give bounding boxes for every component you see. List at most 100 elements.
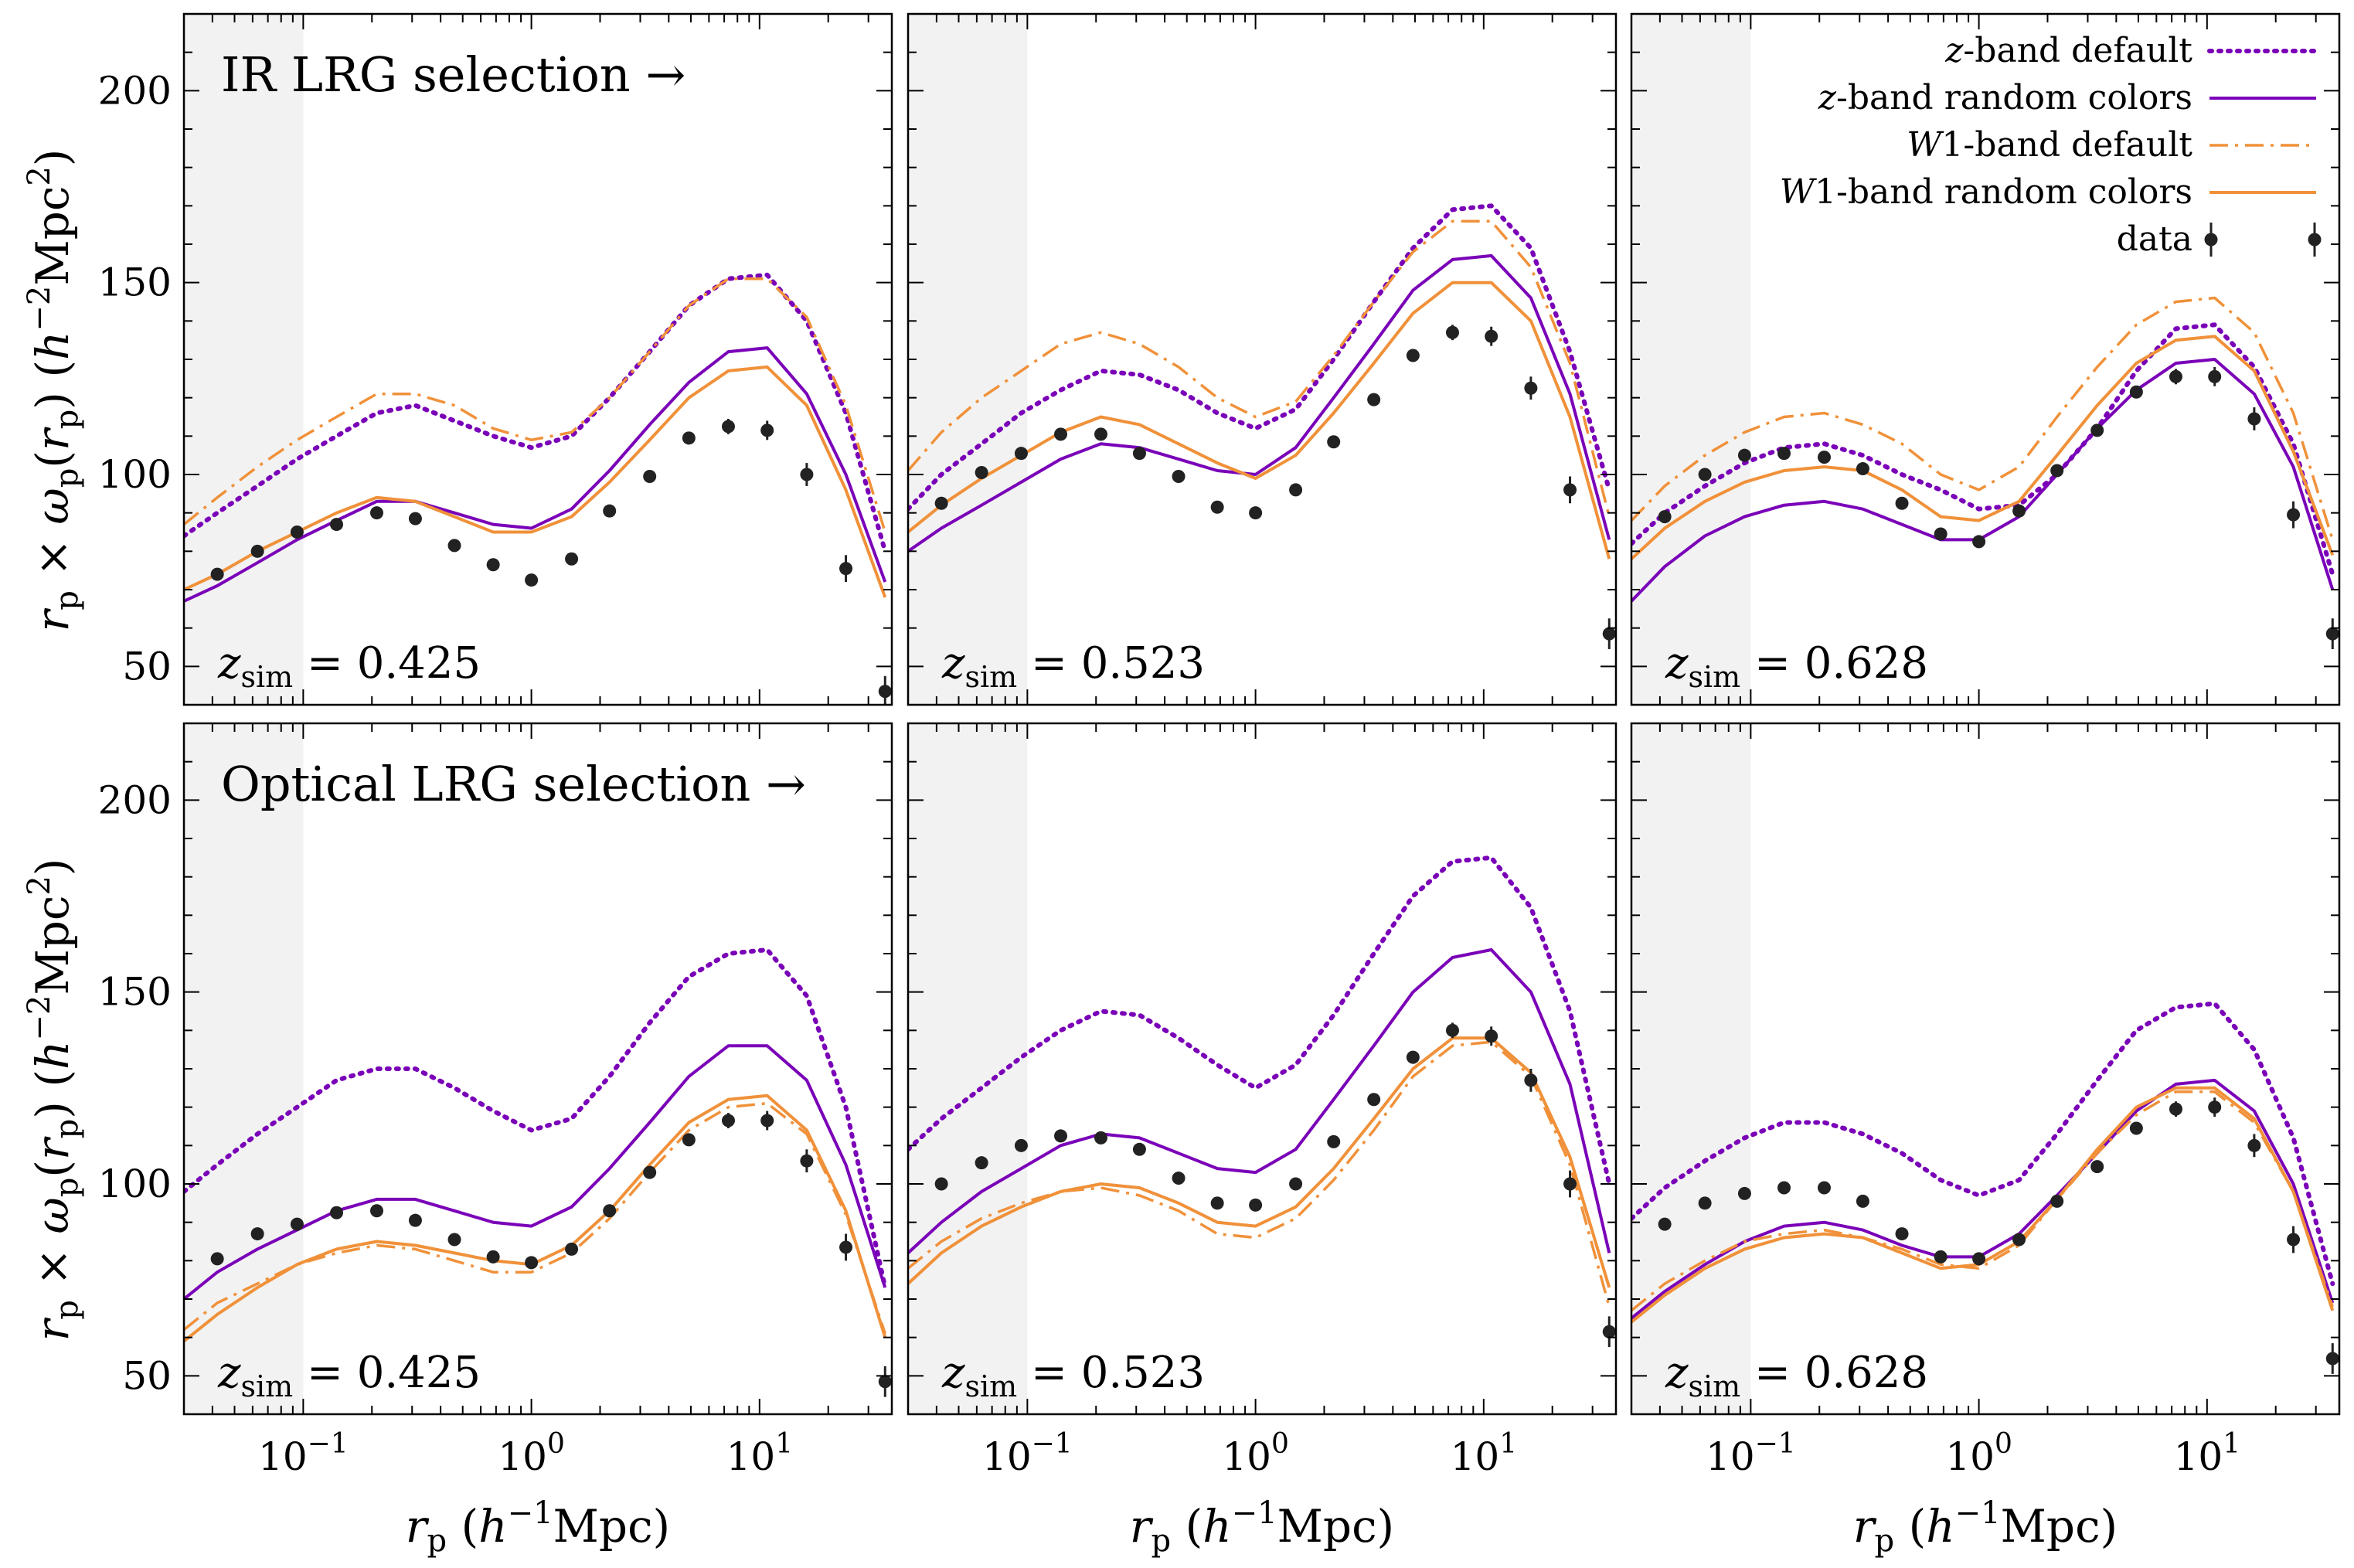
- data-point: [1445, 325, 1459, 339]
- x-tick-label: 10−1: [982, 1428, 1073, 1479]
- data-point: [447, 1233, 461, 1247]
- data-point: [290, 526, 304, 539]
- ylabel-open: (: [26, 451, 79, 468]
- x-tick-label: 100: [1945, 1428, 2012, 1479]
- xlabel-unit: Mpc): [553, 1500, 671, 1553]
- zsim-value: = 0.425: [293, 1348, 481, 1398]
- data-point: [1524, 381, 1538, 395]
- tick-marks: [1631, 723, 2339, 1415]
- series-line-zdef: [184, 947, 888, 1291]
- data-point: [1406, 1050, 1420, 1064]
- ylabel-unit: Mpc: [26, 186, 79, 286]
- ylabel-r: r: [26, 607, 79, 631]
- excluded-region: [184, 723, 304, 1414]
- data-point: [2050, 464, 2064, 478]
- data-point: [369, 1204, 383, 1218]
- data-point: [1054, 1129, 1068, 1143]
- data-point: [2012, 504, 2026, 518]
- data-point: [1445, 1023, 1459, 1037]
- xlabel-h: h: [478, 1500, 507, 1553]
- series-line-zrand: [908, 253, 1611, 553]
- ylabel-omega: ω: [26, 1197, 79, 1233]
- data-point: [565, 1242, 579, 1256]
- data-point: [447, 539, 461, 553]
- ylabel-open: (: [26, 1160, 79, 1178]
- data-point: [1777, 447, 1791, 461]
- data-point: [486, 1250, 500, 1264]
- data-point: [760, 423, 774, 437]
- data-point: [878, 685, 892, 699]
- ylabel-times: ×: [26, 525, 79, 590]
- panel-1: 50 100 150 200 zsim = 0.425 IR LRG selection …: [98, 12, 893, 706]
- y-tick-label: 200: [98, 68, 172, 113]
- ylabel-close: ): [26, 149, 79, 167]
- data-point: [800, 468, 814, 481]
- data-point: [1658, 510, 1672, 524]
- data-point: [2208, 369, 2222, 383]
- data-point: [1327, 1134, 1341, 1148]
- x-tick-base: 10: [1945, 1434, 1995, 1479]
- tick-marks: [908, 13, 1616, 706]
- zsim-label: zsim = 0.523: [941, 638, 1205, 694]
- series-line-zrand: [908, 948, 1611, 1254]
- y-tick-label: 150: [98, 260, 172, 305]
- data-point: [2090, 423, 2104, 437]
- legend-label-zrand: z-band random colors: [1818, 78, 2192, 117]
- data-point: [1856, 1194, 1869, 1208]
- data-point: [1485, 1029, 1498, 1043]
- x-tick-exponent: 1: [775, 1428, 793, 1460]
- data-point: [330, 518, 344, 532]
- x-tick-exponent: −1: [1755, 1428, 1796, 1460]
- data-point: [1054, 427, 1068, 441]
- y-tick-label: 50: [122, 644, 172, 689]
- ylabel-sub3: p: [49, 410, 85, 430]
- data-point: [1367, 393, 1381, 406]
- data-point: [1132, 1142, 1146, 1156]
- series-line-w1rand: [1631, 335, 2335, 560]
- ylabel-r2: r: [26, 427, 79, 451]
- data-point: [1698, 468, 1712, 481]
- legend-italic: z: [1944, 31, 1964, 70]
- data-point: [2050, 1194, 2064, 1208]
- zsim-label: zsim = 0.523: [941, 1348, 1205, 1403]
- x-tick-label: 100: [1222, 1428, 1289, 1479]
- zsim-value: = 0.523: [1017, 1348, 1205, 1398]
- data-point: [721, 420, 735, 434]
- data-point: [1249, 1198, 1263, 1212]
- zsim-z: z: [1665, 1348, 1689, 1398]
- ylabel-times: ×: [26, 1234, 79, 1300]
- xlabel-r: r: [406, 1500, 430, 1553]
- ylabel-sub3: p: [49, 1119, 85, 1139]
- data-point: [1249, 506, 1263, 520]
- data-point: [408, 1213, 422, 1227]
- data-point: [2287, 508, 2301, 522]
- ylabel-unit: Mpc: [26, 896, 79, 995]
- data-point: [1094, 427, 1107, 441]
- zsim-sub: sim: [241, 660, 294, 694]
- data-point: [486, 558, 500, 572]
- y-tick-label: 100: [98, 452, 172, 497]
- xlabel-sub: p: [1151, 1523, 1172, 1559]
- series-line-zdef: [1631, 1001, 2335, 1287]
- data-point: [760, 1114, 774, 1128]
- data-point: [721, 1114, 735, 1128]
- data-point: [1658, 1217, 1672, 1231]
- data-point: [2169, 369, 2182, 383]
- selection-label: Optical LRG selection →: [221, 756, 806, 812]
- data-point: [975, 1156, 988, 1170]
- data-point: [800, 1154, 814, 1168]
- y-tick-label: 200: [98, 777, 172, 822]
- series-line-w1def: [908, 219, 1611, 518]
- data-point: [934, 496, 948, 510]
- x-tick-exponent: 0: [1995, 1428, 2012, 1460]
- series-line-zdef: [908, 203, 1612, 512]
- x-tick-label: 10−1: [1706, 1428, 1796, 1479]
- data-point: [1327, 435, 1341, 449]
- x-tick-base: 10: [1222, 1434, 1271, 1479]
- data-point: [525, 1256, 539, 1270]
- data-points: [1658, 366, 2339, 649]
- legend-italic: W: [1907, 125, 1944, 165]
- xlabel-h: h: [1203, 1500, 1231, 1553]
- ylabel-exp2: 2: [22, 876, 57, 895]
